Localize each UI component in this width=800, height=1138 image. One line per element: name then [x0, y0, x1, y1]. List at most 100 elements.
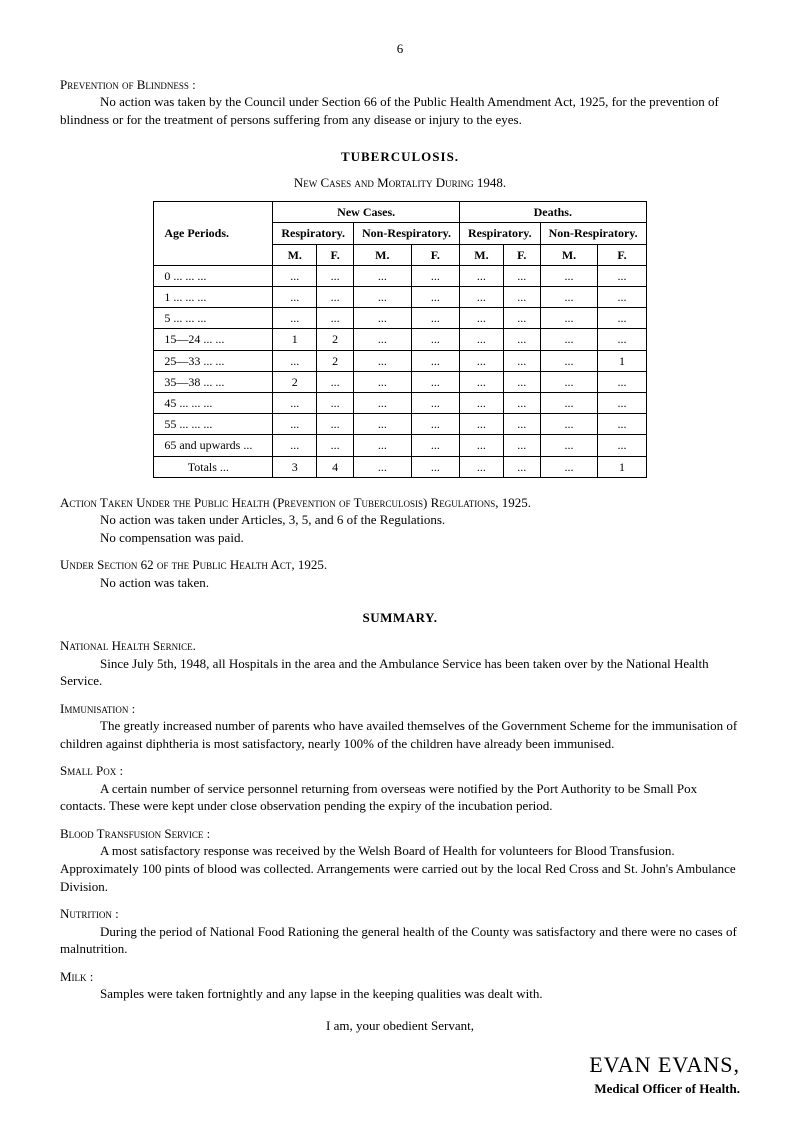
table-cell: ... — [317, 435, 354, 456]
th-deaths: Deaths. — [459, 202, 646, 223]
table-cell: ... — [411, 265, 459, 286]
table-row: 1 ... ... ........................... — [154, 287, 646, 308]
table-cell: 1 — [598, 350, 646, 371]
row-label: 25—33 ... ... — [154, 350, 273, 371]
totals-cell: 3 — [273, 456, 317, 477]
table-cell: ... — [503, 308, 540, 329]
th-f: F. — [411, 244, 459, 265]
action-taken-section: Action Taken Under the Public Health (Pr… — [60, 494, 740, 547]
totals-cell: ... — [411, 456, 459, 477]
table-cell: ... — [540, 435, 598, 456]
milk-body: Samples were taken fortnightly and any l… — [60, 985, 740, 1003]
table-cell: ... — [317, 308, 354, 329]
table-cell: ... — [540, 308, 598, 329]
sp-heading: Small Pox : — [60, 763, 123, 778]
prevention-body: No action was taken by the Council under… — [60, 93, 740, 128]
closing-line: I am, your obedient Servant, — [60, 1017, 740, 1035]
row-label: 15—24 ... ... — [154, 329, 273, 350]
nut-heading: Nutrition : — [60, 906, 119, 921]
page-number: 6 — [60, 40, 740, 58]
th-nonresp2: Non-Respiratory. — [540, 223, 646, 244]
action-line2: No compensation was paid. — [60, 529, 740, 547]
table-cell: ... — [540, 287, 598, 308]
table-cell: ... — [273, 308, 317, 329]
table-cell: ... — [598, 287, 646, 308]
table-cell: ... — [411, 287, 459, 308]
th-age-periods: Age Periods. — [154, 202, 273, 266]
sp-body: A certain number of service personnel re… — [60, 780, 740, 815]
table-cell: ... — [273, 392, 317, 413]
table-cell: ... — [503, 287, 540, 308]
table-cell: ... — [273, 414, 317, 435]
tb-table: Age Periods. New Cases. Deaths. Respirat… — [153, 201, 646, 477]
totals-cell: ... — [459, 456, 503, 477]
prevention-section: Prevention of Blindness : No action was … — [60, 76, 740, 129]
nh-body: Since July 5th, 1948, all Hospitals in t… — [60, 655, 740, 690]
table-row: 35—38 ... ...2..................... — [154, 371, 646, 392]
row-label: 5 ... ... ... — [154, 308, 273, 329]
table-cell: ... — [273, 287, 317, 308]
table-row: 45 ... ... ........................... — [154, 392, 646, 413]
table-cell: ... — [273, 265, 317, 286]
milk-section: Milk : Samples were taken fortnightly an… — [60, 968, 740, 1003]
table-cell: ... — [598, 392, 646, 413]
signature-block: EVAN EVANS, Medical Officer of Health. — [60, 1050, 740, 1097]
table-cell: ... — [353, 414, 411, 435]
th-f: F. — [598, 244, 646, 265]
table-cell: ... — [459, 435, 503, 456]
totals-cell: 4 — [317, 456, 354, 477]
table-cell: ... — [353, 265, 411, 286]
table-cell: ... — [353, 308, 411, 329]
action-heading: Action Taken Under the Public Health (Pr… — [60, 495, 531, 510]
tb-subtitle: New Cases and Mortality During 1948. — [60, 174, 740, 192]
blood-section: Blood Transfusion Service : A most satis… — [60, 825, 740, 895]
totals-cell: ... — [503, 456, 540, 477]
table-cell: ... — [317, 414, 354, 435]
table-cell: ... — [459, 308, 503, 329]
th-m: M. — [540, 244, 598, 265]
action-line1: No action was taken under Articles, 3, 5… — [60, 511, 740, 529]
table-cell: ... — [411, 392, 459, 413]
under-line1: No action was taken. — [60, 574, 740, 592]
table-cell: ... — [353, 435, 411, 456]
table-cell: ... — [353, 371, 411, 392]
table-cell: ... — [459, 414, 503, 435]
row-label: 0 ... ... ... — [154, 265, 273, 286]
table-row: 5 ... ... ........................... — [154, 308, 646, 329]
table-cell: ... — [317, 392, 354, 413]
table-cell: ... — [273, 350, 317, 371]
imm-heading: Immunisation : — [60, 701, 135, 716]
table-cell: ... — [459, 329, 503, 350]
table-cell: ... — [503, 414, 540, 435]
table-cell: ... — [459, 371, 503, 392]
th-resp2: Respiratory. — [459, 223, 540, 244]
table-cell: ... — [411, 371, 459, 392]
nut-body: During the period of National Food Ratio… — [60, 923, 740, 958]
table-cell: ... — [411, 308, 459, 329]
th-m: M. — [273, 244, 317, 265]
nutrition-section: Nutrition : During the period of Nationa… — [60, 905, 740, 958]
totals-cell: ... — [540, 456, 598, 477]
table-cell: ... — [540, 392, 598, 413]
signature-name: EVAN EVANS, — [60, 1050, 740, 1080]
th-resp1: Respiratory. — [273, 223, 354, 244]
th-m: M. — [353, 244, 411, 265]
table-cell: ... — [503, 435, 540, 456]
table-cell: ... — [503, 329, 540, 350]
table-cell: ... — [317, 287, 354, 308]
immunisation-section: Immunisation : The greatly increased num… — [60, 700, 740, 753]
under-heading: Under Section 62 of the Public Health Ac… — [60, 557, 327, 572]
th-new-cases: New Cases. — [273, 202, 460, 223]
table-cell: ... — [540, 414, 598, 435]
table-cell: 2 — [317, 350, 354, 371]
row-label: 55 ... ... ... — [154, 414, 273, 435]
table-cell: ... — [540, 371, 598, 392]
table-cell: 2 — [273, 371, 317, 392]
table-cell: ... — [411, 435, 459, 456]
table-cell: ... — [540, 265, 598, 286]
summary-title: SUMMARY. — [60, 609, 740, 627]
smallpox-section: Small Pox : A certain number of service … — [60, 762, 740, 815]
th-nonresp1: Non-Respiratory. — [353, 223, 459, 244]
table-cell: 2 — [317, 329, 354, 350]
row-label: 35—38 ... ... — [154, 371, 273, 392]
